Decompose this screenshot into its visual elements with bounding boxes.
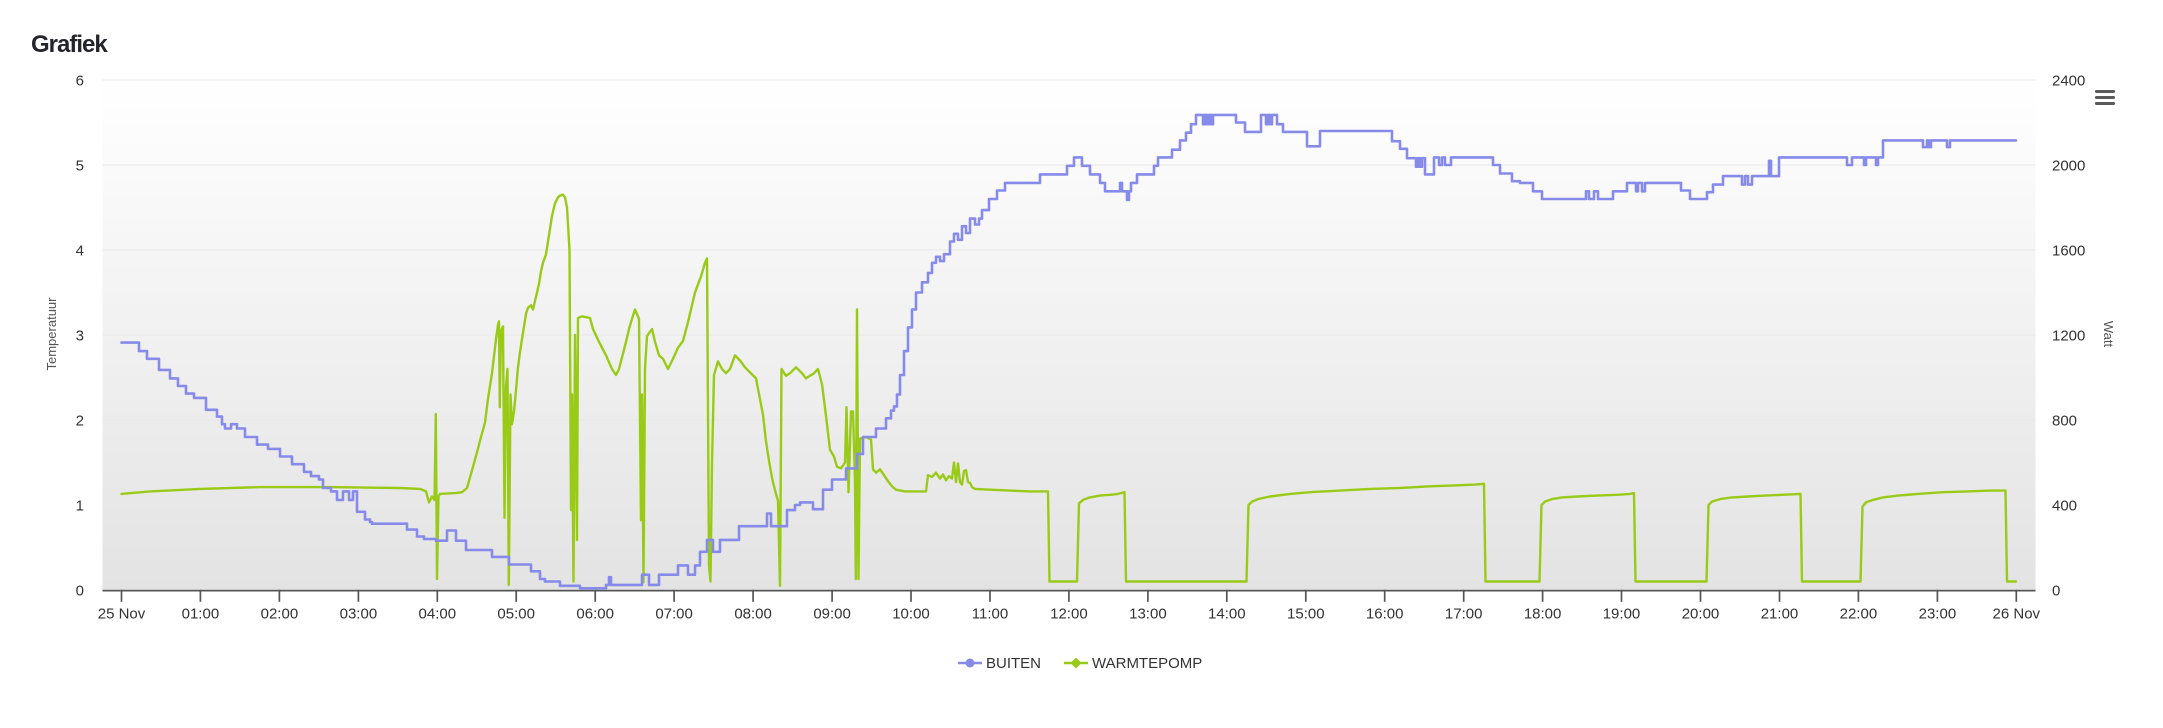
- svg-text:3: 3: [76, 328, 84, 345]
- svg-text:Temperatuur: Temperatuur: [44, 297, 59, 371]
- svg-text:18:00: 18:00: [1524, 606, 1562, 623]
- svg-text:14:00: 14:00: [1208, 606, 1246, 623]
- svg-text:2400: 2400: [2052, 73, 2085, 90]
- svg-text:02:00: 02:00: [261, 606, 299, 623]
- svg-text:1600: 1600: [2052, 243, 2085, 260]
- svg-text:11:00: 11:00: [972, 606, 1008, 623]
- svg-text:25 Nov: 25 Nov: [98, 606, 146, 623]
- svg-text:16:00: 16:00: [1366, 606, 1404, 623]
- svg-text:05:00: 05:00: [497, 606, 535, 623]
- svg-text:04:00: 04:00: [419, 606, 457, 623]
- svg-text:2000: 2000: [2052, 158, 2085, 175]
- svg-text:1200: 1200: [2052, 328, 2085, 345]
- svg-text:08:00: 08:00: [734, 606, 772, 623]
- svg-text:19:00: 19:00: [1603, 606, 1641, 623]
- svg-text:01:00: 01:00: [182, 606, 220, 623]
- svg-text:06:00: 06:00: [576, 606, 614, 623]
- svg-text:4: 4: [76, 243, 84, 260]
- svg-text:800: 800: [2052, 413, 2077, 430]
- svg-text:400: 400: [2052, 498, 2077, 515]
- svg-text:10:00: 10:00: [892, 606, 930, 623]
- svg-text:BUITEN: BUITEN: [986, 655, 1041, 672]
- svg-text:1: 1: [76, 498, 84, 515]
- svg-text:0: 0: [76, 583, 84, 600]
- svg-text:26 Nov: 26 Nov: [1993, 606, 2041, 623]
- svg-text:WARMTEPOMP: WARMTEPOMP: [1092, 655, 1202, 672]
- svg-text:07:00: 07:00: [655, 606, 693, 623]
- svg-text:22:00: 22:00: [1840, 606, 1878, 623]
- svg-text:12:00: 12:00: [1050, 606, 1088, 623]
- svg-text:Watt: Watt: [2101, 321, 2116, 348]
- svg-text:20:00: 20:00: [1682, 606, 1720, 623]
- svg-text:17:00: 17:00: [1445, 606, 1483, 623]
- svg-text:03:00: 03:00: [340, 606, 378, 623]
- svg-text:09:00: 09:00: [813, 606, 851, 623]
- svg-text:2: 2: [76, 413, 84, 430]
- svg-text:6: 6: [76, 73, 84, 90]
- svg-text:13:00: 13:00: [1129, 606, 1167, 623]
- svg-text:0: 0: [2052, 583, 2060, 600]
- svg-text:21:00: 21:00: [1761, 606, 1799, 623]
- svg-text:15:00: 15:00: [1287, 606, 1325, 623]
- svg-text:Grafiek: Grafiek: [31, 31, 108, 58]
- svg-text:23:00: 23:00: [1919, 606, 1957, 623]
- svg-text:5: 5: [76, 158, 84, 175]
